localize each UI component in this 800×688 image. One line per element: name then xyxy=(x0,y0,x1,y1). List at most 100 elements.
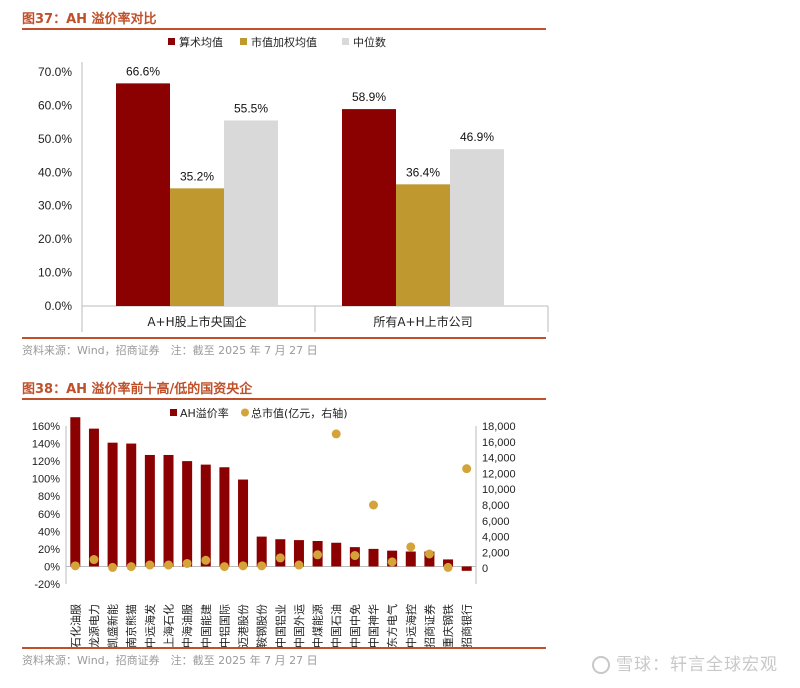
bar xyxy=(238,479,249,567)
market-cap-point xyxy=(406,542,416,552)
y-tick-label: 20.0% xyxy=(38,232,72,246)
y-left-tick-label: 20% xyxy=(38,544,60,556)
y-right-tick-label: 2,000 xyxy=(482,547,510,559)
data-label: 55.5% xyxy=(234,101,268,115)
y-left-tick-label: 0% xyxy=(44,561,60,573)
watermark: 雪球：轩言全球宏观 xyxy=(592,650,778,675)
market-cap-point xyxy=(145,560,155,570)
x-tick-label: 中国铝业 xyxy=(273,604,287,648)
bar xyxy=(396,184,450,306)
bar xyxy=(293,540,304,567)
market-cap-point xyxy=(238,561,248,571)
y-left-tick-label: -20% xyxy=(34,579,60,591)
x-tick-label: 中远海控 xyxy=(404,604,418,648)
y-right-tick-label: 12,000 xyxy=(482,468,516,480)
x-tick-label: 重庆钢铁 xyxy=(441,604,455,648)
y-right-tick-label: 10,000 xyxy=(482,484,516,496)
x-tick-label: 南京熊猫 xyxy=(124,604,138,648)
x-tick-label: 所有A+H上市公司 xyxy=(373,314,472,329)
bar xyxy=(116,83,170,306)
bar xyxy=(256,536,267,567)
x-tick-label: 迈港股份 xyxy=(237,604,250,648)
market-cap-point xyxy=(201,555,211,565)
figure-37-source: 资料来源：Wind，招商证券 注：截至 2025 年 7 月 27 日 xyxy=(22,344,318,357)
market-cap-point xyxy=(387,557,397,567)
x-tick-label: 中国能建 xyxy=(199,604,213,648)
figure-37-rule xyxy=(22,28,546,30)
x-tick-label: 中铝国际 xyxy=(217,604,231,648)
market-cap-point xyxy=(331,429,341,439)
y-left-tick-label: 60% xyxy=(38,509,60,521)
y-tick-label: 60.0% xyxy=(38,98,72,112)
bar xyxy=(182,461,193,567)
snowball-logo-icon xyxy=(592,656,610,674)
figure-38-bottom-rule xyxy=(22,647,546,649)
y-right-tick-label: 4,000 xyxy=(482,532,510,544)
market-cap-point xyxy=(462,464,472,474)
bar xyxy=(163,454,174,567)
bar xyxy=(461,566,472,571)
x-tick-label: 中煤能源 xyxy=(311,604,325,648)
x-tick-label: 凯盛新能 xyxy=(106,604,120,648)
market-cap-point xyxy=(70,561,80,571)
bar xyxy=(275,539,286,567)
x-tick-label: 招商银行 xyxy=(460,604,474,648)
bar xyxy=(170,188,224,306)
legend-label: 总市值(亿元，右轴) xyxy=(251,406,348,420)
legend-swatch xyxy=(342,38,349,45)
data-label: 58.9% xyxy=(352,90,386,104)
x-tick-label: 中远海发 xyxy=(143,604,157,648)
y-tick-label: 30.0% xyxy=(38,199,72,213)
figure-37-title: 图37：AH 溢价率对比 xyxy=(22,12,157,27)
x-tick-label: 中国中免 xyxy=(348,604,362,648)
legend-label: 市值加权均值 xyxy=(251,35,317,49)
bar xyxy=(70,417,81,567)
bar xyxy=(331,542,342,567)
chart-ah-premium-comparison: 0.0% 10.0% 20.0% 30.0% 40.0% 50.0% 60.0% 70.0% 算… xyxy=(38,35,549,332)
x-tick-label: 中海油服 xyxy=(180,604,194,648)
y-left-tick-label: 160% xyxy=(32,421,60,433)
market-cap-point xyxy=(424,549,434,559)
market-cap-point xyxy=(443,562,453,572)
market-cap-point xyxy=(89,555,99,565)
x-tick-label: 中国神华 xyxy=(367,604,381,648)
figure-38-title: 图38：AH 溢价率前十高/低的国资央企 xyxy=(22,382,253,397)
data-label: 36.4% xyxy=(406,165,440,179)
market-cap-point xyxy=(369,500,378,510)
market-cap-point xyxy=(350,551,360,561)
y-right-tick-label: 6,000 xyxy=(482,516,510,528)
market-cap-point xyxy=(219,562,229,572)
y-tick-label: 50.0% xyxy=(38,132,72,146)
y-left-tick-label: 100% xyxy=(32,474,60,486)
legend-label: 中位数 xyxy=(353,35,386,49)
market-cap-point xyxy=(164,560,173,570)
market-cap-point xyxy=(108,562,118,572)
market-cap-point xyxy=(313,550,323,560)
y-tick-label: 70.0% xyxy=(38,65,72,79)
y-right-tick-label: 16,000 xyxy=(482,437,516,449)
bar xyxy=(219,467,230,567)
y-left-tick-label: 80% xyxy=(38,491,60,503)
x-tick-label: 鞍钢股份 xyxy=(255,604,269,648)
figure-37-bottom-rule xyxy=(22,337,546,339)
market-cap-point xyxy=(275,553,285,563)
market-cap-point xyxy=(257,561,267,571)
bar xyxy=(368,548,379,567)
legend-label: AH溢价率 xyxy=(180,406,229,420)
bar xyxy=(126,443,137,567)
x-tick-label: 招商证券 xyxy=(422,604,436,648)
y-right-tick-label: 0 xyxy=(482,563,488,575)
y-tick-label: 10.0% xyxy=(38,266,72,280)
bar xyxy=(450,149,504,306)
figure-38-source: 资料来源：Wind，招商证券 注：截至 2025 年 7 月 27 日 xyxy=(22,654,318,667)
bar xyxy=(200,464,211,567)
data-label: 35.2% xyxy=(180,169,214,183)
bar xyxy=(424,551,435,567)
y-left-tick-label: 120% xyxy=(32,456,60,468)
bar xyxy=(144,454,155,567)
bar xyxy=(88,428,99,567)
market-cap-point xyxy=(182,558,192,568)
y-tick-label: 40.0% xyxy=(38,165,72,179)
data-label: 46.9% xyxy=(460,130,494,144)
y-right-tick-label: 18,000 xyxy=(482,421,516,433)
